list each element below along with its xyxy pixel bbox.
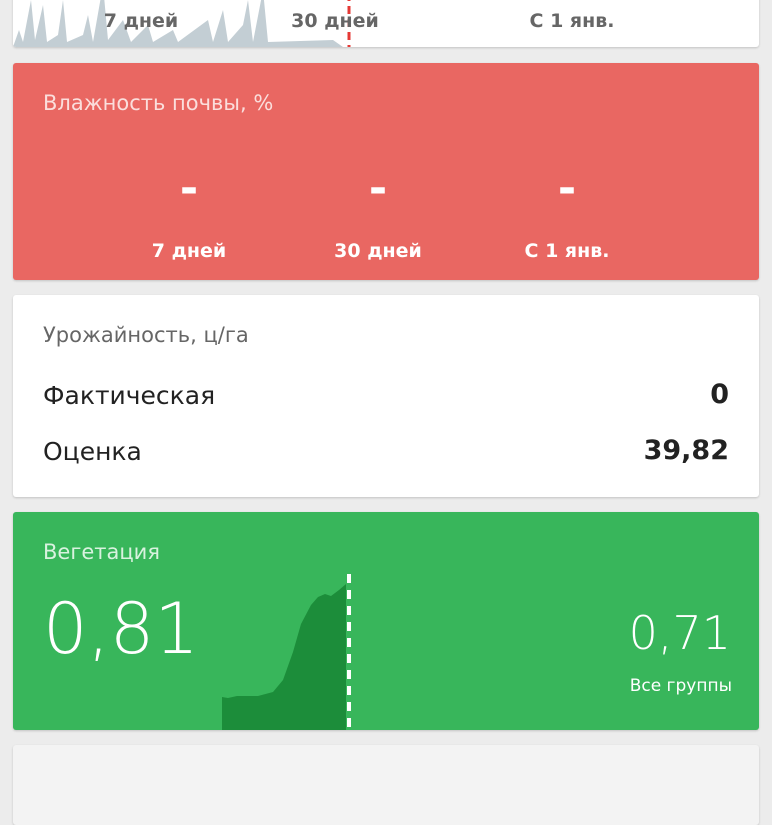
next-card[interactable] (13, 745, 759, 825)
precipitation-card: 7 дней 30 дней С 1 янв. (13, 0, 759, 47)
card-title: Влажность почвы, % (43, 91, 274, 115)
card-title: Вегетация (43, 540, 160, 564)
period-30-days: 30 дней (291, 10, 379, 32)
precipitation-area (13, 0, 343, 47)
vegetation-value: 0,81 (43, 588, 199, 670)
period-since-jan: С 1 янв. (529, 10, 615, 32)
period-7-days: 7 дней (103, 10, 179, 32)
period-since-jan: С 1 янв. (524, 240, 610, 262)
vegetation-sparkline (222, 574, 351, 730)
precipitation-sparkline (13, 0, 351, 47)
group-value: 0,71 (628, 606, 731, 660)
estimate-yield-label: Оценка (43, 437, 142, 466)
yield-card[interactable]: Урожайность, ц/га Фактическая 0 Оценка 3… (13, 295, 759, 497)
vegetation-card[interactable]: Вегетация 0,81 0,71 Все группы (13, 512, 759, 730)
value-since-jan: - (557, 163, 577, 214)
actual-yield-label: Фактическая (43, 381, 216, 410)
vegetation-area (222, 584, 346, 730)
value-7-days: - (179, 163, 199, 214)
value-30-days: - (368, 163, 388, 214)
actual-yield-value: 0 (710, 379, 729, 410)
period-7-days: 7 дней (151, 240, 227, 262)
soil-moisture-card[interactable]: Влажность почвы, % - - - 7 дней 30 дней … (13, 63, 759, 280)
group-label: Все группы (629, 676, 732, 696)
card-title: Урожайность, ц/га (43, 323, 249, 347)
period-30-days: 30 дней (334, 240, 422, 262)
estimate-yield-value: 39,82 (643, 435, 729, 466)
